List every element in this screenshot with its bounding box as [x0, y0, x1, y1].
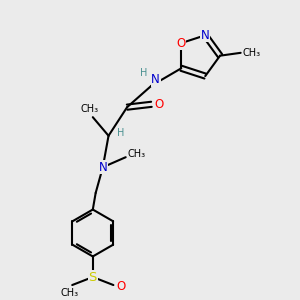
- Text: CH₃: CH₃: [128, 149, 146, 159]
- Text: N: N: [151, 73, 160, 86]
- Text: H: H: [140, 68, 147, 78]
- Text: N: N: [98, 161, 107, 174]
- Text: O: O: [154, 98, 163, 111]
- Text: S: S: [88, 271, 97, 284]
- Text: CH₃: CH₃: [242, 48, 261, 58]
- Text: CH₃: CH₃: [60, 288, 78, 298]
- Text: O: O: [116, 280, 125, 293]
- Text: H: H: [117, 128, 124, 138]
- Text: N: N: [201, 29, 210, 42]
- Text: O: O: [177, 37, 186, 50]
- Text: CH₃: CH₃: [81, 104, 99, 114]
